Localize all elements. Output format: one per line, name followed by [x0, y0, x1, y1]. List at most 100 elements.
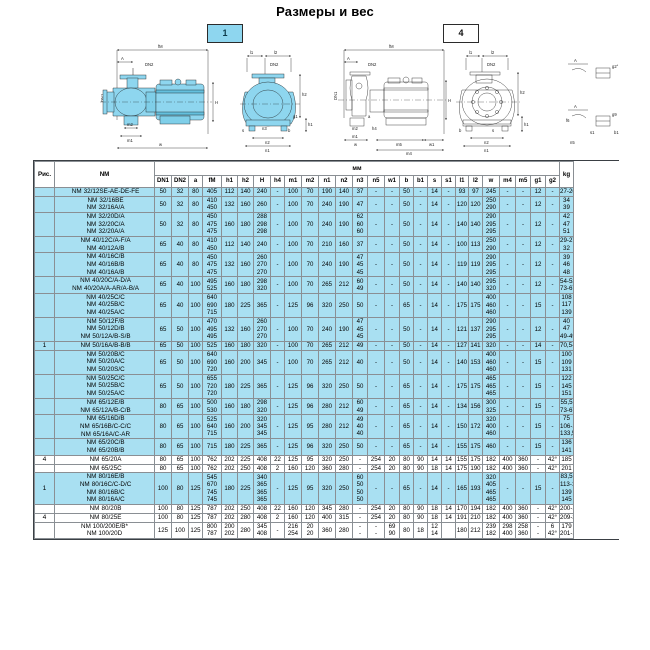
cell-b: 50	[399, 236, 414, 254]
cell-h1: 200 202	[221, 521, 238, 539]
cell-a: 100	[188, 454, 203, 465]
cell-dn2: 40	[171, 236, 189, 254]
cell-s: 14	[427, 276, 442, 294]
cell-m2: 96	[301, 397, 319, 416]
cell-m1: 125	[284, 438, 302, 456]
svg-text:h2: h2	[302, 92, 307, 97]
cell-n1: 190	[318, 187, 336, 197]
cell-m4: -	[499, 276, 516, 294]
cell-fm: 800 787	[202, 521, 222, 539]
cell-m5: -	[515, 292, 531, 318]
cell-b1: -	[413, 316, 428, 342]
cell-m4: -	[499, 472, 516, 505]
cell-g2: -	[545, 472, 560, 505]
cell-s1: -	[441, 349, 456, 375]
header-col-h2: h2	[237, 175, 254, 188]
cell-g2: -	[545, 340, 560, 351]
row-model-names: NM 50/20B/C NM 50/20A/C NM 50/20S/C	[54, 349, 155, 375]
row-figure-ref	[34, 195, 55, 214]
cell-b1: 90	[413, 512, 428, 523]
cell-g2: -	[545, 195, 560, 214]
cell-dn2: 50	[171, 340, 189, 351]
cell-g2: -	[545, 316, 560, 342]
cell-b: 50	[399, 187, 414, 197]
cell-l2: 113	[468, 236, 483, 254]
cell-w1: -	[384, 316, 400, 342]
cell-fm: 787	[202, 503, 222, 514]
cell-kg: 27-26-24-24	[559, 187, 574, 197]
cell-b: 65	[399, 472, 414, 505]
cell-b1: -	[413, 397, 428, 416]
row-figure-ref	[34, 187, 55, 197]
cell-g1: 15	[530, 438, 546, 456]
cell-n3: 49 40 40	[352, 414, 368, 440]
svg-text:DN2: DN2	[270, 62, 279, 67]
cell-g2: 6 42°	[545, 521, 560, 539]
svg-text:DN2: DN2	[487, 62, 496, 67]
cell-m5: -	[515, 252, 531, 278]
header-col-m4: m4	[499, 175, 516, 188]
cell-b: 50	[399, 349, 414, 375]
cell-h4: -	[270, 397, 285, 416]
cell-w: 460	[482, 438, 500, 456]
cell-m2: 95	[301, 472, 319, 505]
cell-n5: -	[367, 340, 385, 351]
cell-l1: 140	[455, 349, 469, 375]
cell-g1: -	[530, 454, 546, 465]
cell-b: 50	[399, 252, 414, 278]
cell-m1: 125	[284, 454, 302, 465]
row-model-names: NM 65/25C	[54, 463, 155, 474]
svg-text:h2: h2	[520, 90, 525, 95]
cell-kg: 108 117 139	[559, 292, 574, 318]
cell-h1: 160	[221, 276, 238, 294]
cell-a: 100	[188, 276, 203, 294]
cell-w1: -	[384, 472, 400, 505]
cell-w: 239 182	[482, 521, 500, 539]
cell-n2: 160	[335, 236, 353, 254]
cell-h: 408	[253, 463, 271, 474]
cell-g2: -	[545, 414, 560, 440]
cell-m2: 70	[301, 340, 319, 351]
cell-n2: 190	[335, 195, 353, 214]
cell-w1: -	[384, 187, 400, 197]
cell-h4: -	[270, 236, 285, 254]
cell-kg: 29-2732	[559, 236, 574, 254]
cell-a: 80	[188, 212, 203, 238]
cell-w: 320 400 460	[482, 414, 500, 440]
cell-h2: 250	[237, 463, 254, 474]
cell-dn2: 32	[171, 212, 189, 238]
cell-m2: 95	[301, 414, 319, 440]
cell-w1: -	[384, 276, 400, 294]
header-col-s1: s1	[441, 175, 456, 188]
cell-s: 14	[427, 472, 442, 505]
cell-h4: -	[270, 212, 285, 238]
cell-g2: -	[545, 438, 560, 456]
cell-dn1: 50	[154, 212, 172, 238]
cell-dn1: 50	[154, 195, 172, 214]
cell-kg: 42 47 51	[559, 212, 574, 238]
cell-kg: 55,573-67	[559, 397, 574, 416]
row-model-names: NM 40/25C/C NM 40/25B/C NM 40/25A/C	[54, 292, 155, 318]
svg-text:m2: m2	[352, 126, 358, 131]
cell-b: 50	[399, 276, 414, 294]
cell-m4: 400	[499, 503, 516, 514]
cell-h1: 160	[221, 349, 238, 375]
cell-b1: -	[413, 236, 428, 254]
cell-n2: 250	[335, 438, 353, 456]
cell-s1: -	[441, 236, 456, 254]
svg-text:s: s	[242, 128, 244, 133]
cell-h4: -	[270, 373, 285, 399]
figure-badge-1: 1	[207, 24, 243, 43]
cell-m5: -	[515, 212, 531, 238]
cell-b1: -	[413, 340, 428, 351]
header-col-m1: m1	[284, 175, 302, 188]
cell-m1: 125	[284, 373, 302, 399]
cell-l1: 155	[455, 438, 469, 456]
pump-dimension-drawings: fM A DN2 DN1	[100, 44, 619, 156]
svg-text:w1: w1	[429, 142, 435, 147]
svg-text:g9: g9	[612, 112, 617, 117]
cell-m1: 125	[284, 292, 302, 318]
cell-h: 288 298 298	[253, 212, 271, 238]
cell-g2: 42°	[545, 503, 560, 514]
table-row: NM 65/12E/B NM 65/12A/B-C/B 80 65 100 500 530 160…	[34, 397, 628, 416]
